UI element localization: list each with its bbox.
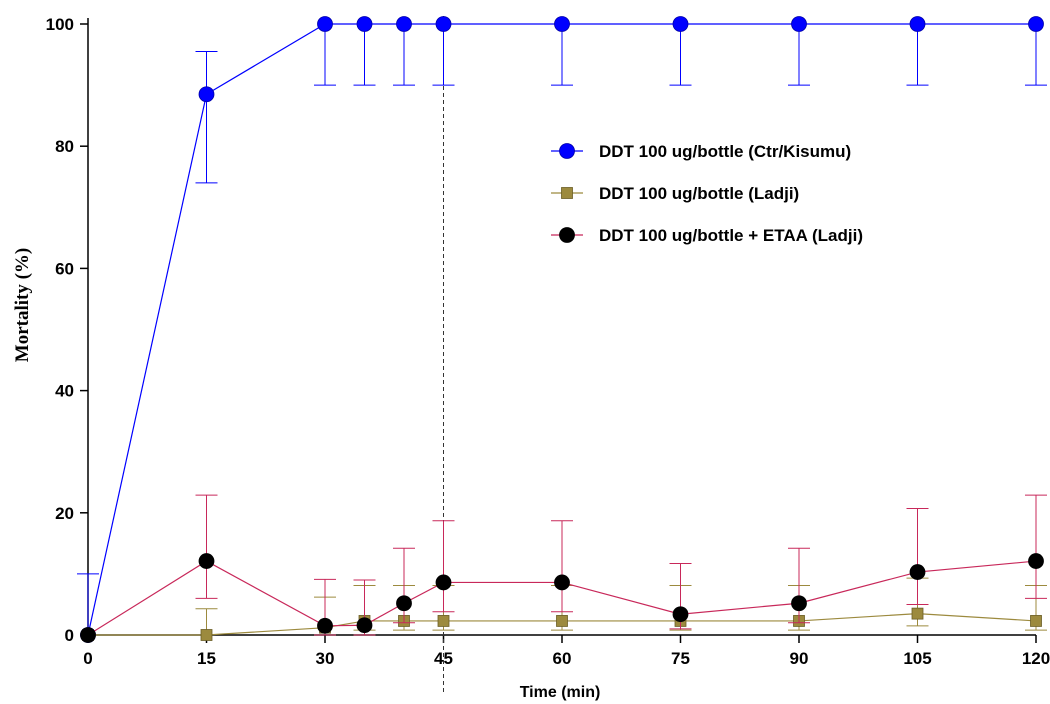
- x-tick-label: 15: [197, 649, 216, 668]
- data-point: [909, 564, 926, 580]
- data-point: [396, 595, 412, 612]
- legend-marker: [559, 227, 575, 243]
- x-tick-label: 120: [1022, 649, 1050, 668]
- legend-label: DDT 100 ug/bottle + ETAA (Ladji): [599, 226, 863, 245]
- data-point: [911, 607, 924, 620]
- data-point: [435, 16, 452, 32]
- legend-label: DDT 100 ug/bottle (Ctr/Kisumu): [599, 142, 851, 161]
- series-3: [80, 494, 1047, 643]
- data-point: [396, 16, 412, 32]
- data-point: [437, 615, 450, 627]
- data-point: [909, 16, 926, 32]
- data-point: [554, 574, 570, 591]
- y-tick-label: 40: [55, 382, 74, 401]
- x-tick-label: 45: [434, 649, 453, 668]
- data-point: [435, 574, 452, 591]
- data-point: [317, 16, 333, 32]
- data-point: [791, 16, 807, 32]
- legend-marker: [559, 143, 575, 159]
- data-point: [356, 617, 373, 634]
- data-point: [317, 617, 333, 634]
- x-tick-label: 105: [903, 649, 931, 668]
- legend-item-1: DDT 100 ug/bottle (Ctr/Kisumu): [551, 142, 851, 161]
- x-tick-label: 90: [790, 649, 809, 668]
- y-axis-label: Mortality (%): [12, 248, 33, 362]
- y-tick-label: 20: [55, 504, 74, 523]
- x-tick-label: 0: [83, 649, 92, 668]
- series-1: [77, 16, 1047, 643]
- data-point: [200, 629, 213, 641]
- data-point: [672, 606, 689, 623]
- data-point: [791, 595, 807, 612]
- x-tick-label: 30: [316, 649, 335, 668]
- series-layer: [77, 16, 1047, 643]
- y-tick-label: 60: [55, 259, 74, 278]
- axes: 0 20 40 60 80 100 0 15 30 45 60 75 90 105 120: [46, 15, 1050, 668]
- data-point: [1028, 16, 1044, 32]
- data-point: [672, 16, 689, 32]
- y-tick-label: 80: [55, 137, 74, 156]
- data-point: [198, 553, 215, 569]
- data-point: [556, 615, 568, 627]
- data-point: [80, 627, 96, 643]
- x-tick-label: 75: [671, 649, 690, 668]
- data-point: [554, 16, 570, 32]
- y-tick-label: 100: [46, 15, 74, 34]
- x-tick-label: 60: [553, 649, 572, 668]
- legend-label: DDT 100 ug/bottle (Ladji): [599, 184, 799, 203]
- legend-item-3: DDT 100 ug/bottle + ETAA (Ladji): [551, 226, 863, 245]
- data-point: [1028, 553, 1044, 569]
- legend-marker: [561, 187, 573, 199]
- legend: DDT 100 ug/bottle (Ctr/Kisumu) DDT 100 ug…: [551, 142, 863, 245]
- data-point: [356, 16, 373, 32]
- legend-item-2: DDT 100 ug/bottle (Ladji): [551, 184, 799, 203]
- data-point: [1030, 615, 1042, 627]
- x-axis-label: Time (min): [520, 684, 601, 701]
- y-tick-label: 0: [65, 626, 74, 645]
- data-point: [198, 86, 215, 103]
